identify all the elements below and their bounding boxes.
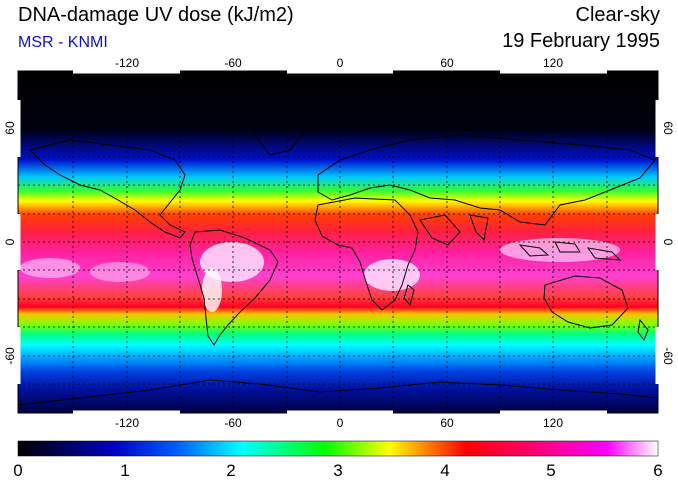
- lon-tick-bottom: -60: [224, 416, 242, 430]
- lat-tick-left: 60: [3, 121, 17, 135]
- colorbar-label: 4: [440, 461, 449, 480]
- date-label: 19 February 1995: [502, 30, 660, 52]
- lon-tick-top: 0: [337, 56, 344, 70]
- map-title: DNA-damage UV dose (kJ/m2): [18, 4, 294, 26]
- colorbar-label: 6: [653, 461, 662, 480]
- lat-tick-left: -60: [3, 347, 17, 365]
- lon-tick-top: 120: [543, 56, 563, 70]
- graticule: [18, 71, 658, 413]
- colorbar-label: 1: [120, 461, 129, 480]
- lon-tick-bottom: 120: [543, 416, 563, 430]
- colorbar-label: 2: [226, 461, 235, 480]
- lon-tick-top: 60: [440, 56, 454, 70]
- lon-tick-top: -60: [224, 56, 242, 70]
- lat-tick-right: 60: [661, 121, 675, 135]
- colorbar-label: 0: [13, 461, 22, 480]
- source-label: MSR - KNMI: [18, 34, 108, 51]
- colorbar-label: 5: [546, 461, 555, 480]
- lon-tick-top: -120: [115, 56, 139, 70]
- colorbar: [17, 440, 659, 457]
- lat-tick-left: 0: [3, 238, 17, 245]
- lon-tick-bottom: 0: [337, 416, 344, 430]
- lat-tick-right: -60: [661, 347, 675, 365]
- lat-tick-right: 0: [661, 239, 675, 246]
- sky-condition-label: Clear-sky: [575, 4, 660, 26]
- coastlines: [18, 104, 658, 406]
- frame-ticks: [17, 70, 659, 414]
- colorbar-label: 3: [333, 461, 342, 480]
- lon-tick-bottom: -120: [115, 416, 139, 430]
- lon-tick-bottom: 60: [440, 416, 454, 430]
